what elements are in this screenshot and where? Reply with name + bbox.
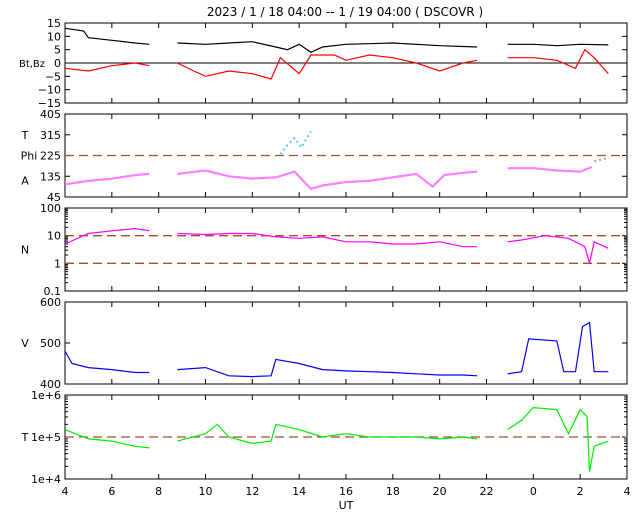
y-tick-label: 5 <box>54 44 61 57</box>
series-mag-1 <box>65 48 609 80</box>
panel-angle: 405 315 225 135 45 T Phi A <box>21 108 628 204</box>
y-axis-label: V <box>21 337 29 350</box>
x-tick-label: 14 <box>292 485 306 498</box>
panel-speed: 600 500 400 V <box>21 296 628 391</box>
chart-title: 2023 / 1 / 18 04:00 -- 1 / 19 04:00 ( DS… <box>207 5 483 19</box>
y-tick-label: −15 <box>38 97 61 110</box>
x-tick-label: 10 <box>199 485 213 498</box>
y-axis-label: T <box>21 431 29 444</box>
series-density-0 <box>65 227 609 264</box>
y-tick-label: 0 <box>54 57 61 70</box>
y-tick-label: 135 <box>40 170 61 183</box>
y-tick-label: 10 <box>47 230 61 243</box>
panel-frame <box>64 301 628 385</box>
panel-density: 100 10 1 0.1 N <box>21 202 628 298</box>
x-tick-label: 18 <box>386 485 400 498</box>
y-tick-label: 45 <box>47 191 61 204</box>
x-axis-label: UT <box>339 499 354 512</box>
panel-temperature: 1e+6 1e+5 1e+4 T <box>21 389 628 486</box>
y-tick-label: 1e+5 <box>31 431 61 444</box>
x-tick-label: 8 <box>155 485 162 498</box>
x-axis: 4 6 8 10 12 14 16 18 20 22 0 2 4 <box>62 485 631 498</box>
panel-frame <box>64 207 628 292</box>
x-tick-label: 16 <box>339 485 353 498</box>
y-tick-label: 225 <box>40 150 61 163</box>
series-angle-0 <box>65 165 593 191</box>
x-tick-label: 22 <box>480 485 494 498</box>
y-tick-label: −5 <box>45 70 61 83</box>
y-tick-label: 500 <box>40 337 61 350</box>
y-tick-label: 15 <box>47 17 61 30</box>
y-tick-label: 100 <box>40 202 61 215</box>
y-tick-label: 315 <box>40 129 61 142</box>
x-tick-label: 2 <box>577 485 584 498</box>
x-tick-label: 6 <box>108 485 115 498</box>
series-temperature-0 <box>65 406 609 472</box>
y-axis-label-phi: Phi <box>21 150 38 163</box>
series-speed-0 <box>65 321 609 378</box>
y-axis-label: Bt,Bz <box>19 59 45 70</box>
x-tick-label: 4 <box>62 485 69 498</box>
y-tick-label: 10 <box>47 30 61 43</box>
y-tick-label: 1 <box>54 257 61 270</box>
series-mag-0 <box>65 27 609 53</box>
y-tick-label: 600 <box>40 296 61 309</box>
y-tick-label: −10 <box>38 84 61 97</box>
y-tick-label: 1e+6 <box>31 389 61 402</box>
y-axis-label-theta: T <box>21 129 29 142</box>
series-angle-2 <box>593 156 609 163</box>
x-tick-label: 4 <box>624 485 631 498</box>
y-tick-label: 1e+4 <box>31 473 61 486</box>
y-tick-label: 0.1 <box>44 285 62 298</box>
x-tick-label: 20 <box>433 485 447 498</box>
y-tick-label: 400 <box>40 378 61 391</box>
x-tick-label: 12 <box>245 485 259 498</box>
panels-group: 151050−5−10−15Bt,Bz40531522513545TPhiA10… <box>19 17 628 486</box>
y-axis-label: N <box>21 244 29 257</box>
series-angle-1 <box>279 130 312 155</box>
y-tick-label: 405 <box>40 108 61 121</box>
y-axis-label-angle: A <box>21 174 29 187</box>
x-tick-label: 0 <box>530 485 537 498</box>
